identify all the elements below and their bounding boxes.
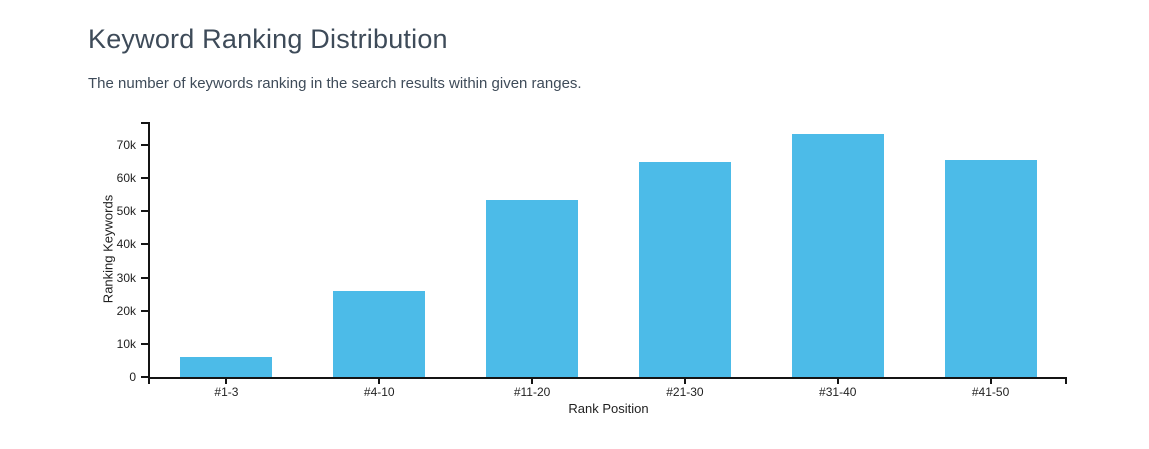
y-tick-label: 20k xyxy=(116,303,136,318)
x-tick xyxy=(378,379,381,384)
bar[interactable] xyxy=(333,290,426,377)
y-tick xyxy=(141,309,148,312)
y-tick-label: 0 xyxy=(129,370,136,384)
x-tick xyxy=(683,379,686,384)
y-tick-label: 10k xyxy=(116,336,136,351)
x-axis-title: Rank Position xyxy=(568,401,649,416)
y-axis-line xyxy=(148,122,150,379)
x-axis-end-tick xyxy=(1065,379,1067,384)
bar-chart: Ranking Keywords Rank Position 0 10k 20k 30… xyxy=(101,122,1067,416)
y-tick-label: 40k xyxy=(116,237,136,252)
x-tick xyxy=(225,379,228,384)
bar[interactable] xyxy=(180,357,273,377)
y-tick xyxy=(141,243,148,246)
x-axis-line xyxy=(148,377,1067,379)
bar[interactable] xyxy=(638,162,731,377)
x-tick-label: #11-20 xyxy=(513,385,551,399)
x-tick-label: #41-50 xyxy=(971,385,1010,399)
x-axis-start-tick xyxy=(148,379,150,384)
y-tick xyxy=(141,177,148,180)
y-tick-label: 60k xyxy=(116,171,136,186)
y-tick xyxy=(141,342,148,345)
y-axis-top-tick xyxy=(141,122,148,124)
y-tick-label: 70k xyxy=(116,137,136,152)
x-tick-label: #1-3 xyxy=(214,385,239,399)
x-tick xyxy=(989,379,992,384)
y-tick xyxy=(141,143,148,146)
x-tick-label: #21-30 xyxy=(666,385,704,399)
y-tick-label: 50k xyxy=(116,204,136,219)
y-tick xyxy=(141,376,148,378)
y-tick-label: 30k xyxy=(116,270,136,285)
bar[interactable] xyxy=(486,199,579,377)
x-tick-label: #4-10 xyxy=(363,385,395,399)
y-tick xyxy=(141,210,148,213)
y-tick xyxy=(141,276,148,279)
x-tick xyxy=(836,379,839,384)
x-tick xyxy=(531,379,534,384)
x-tick-label: #31-40 xyxy=(819,385,857,399)
bar[interactable] xyxy=(944,159,1037,377)
bar[interactable] xyxy=(791,134,884,377)
page-subtitle: The number of keywords ranking in the se… xyxy=(88,75,582,92)
page-title: Keyword Ranking Distribution xyxy=(88,24,448,54)
